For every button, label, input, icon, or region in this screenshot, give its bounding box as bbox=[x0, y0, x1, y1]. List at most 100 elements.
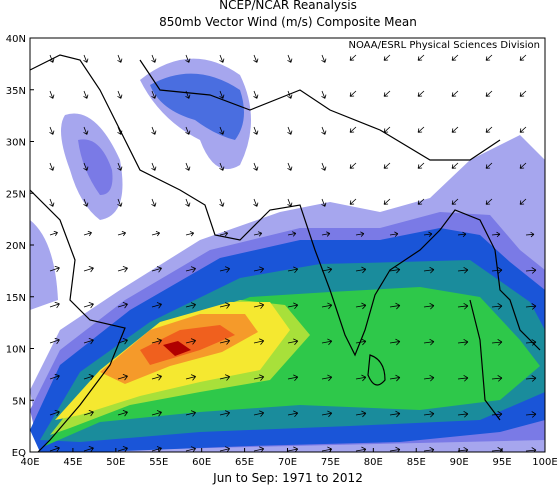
wind-arrow bbox=[451, 54, 459, 61]
lat-label: 10N bbox=[6, 345, 26, 356]
wind-arrow bbox=[287, 231, 297, 237]
wind-arrow bbox=[49, 162, 55, 171]
wind-arrow bbox=[321, 410, 333, 418]
wind-arrow bbox=[253, 266, 265, 273]
wind-arrow bbox=[49, 409, 60, 417]
wind-arrow bbox=[151, 410, 162, 417]
wind-arrow bbox=[321, 54, 327, 63]
wind-arrow bbox=[321, 302, 333, 310]
wind-arrow bbox=[417, 162, 425, 169]
wind-arrow bbox=[151, 90, 157, 99]
wind-arrow bbox=[457, 410, 469, 418]
wind-arrow bbox=[485, 198, 493, 205]
wind-arrow bbox=[383, 198, 391, 205]
wind-arrow bbox=[525, 231, 535, 238]
wind-arrow bbox=[185, 231, 195, 237]
wind-arrow bbox=[355, 374, 367, 382]
wind-arrow bbox=[451, 90, 459, 97]
lat-label: 30N bbox=[6, 138, 26, 149]
wind-arrow bbox=[185, 198, 191, 207]
wind-arrow bbox=[287, 126, 293, 135]
wind-arrow bbox=[525, 303, 537, 310]
wind-arrow bbox=[349, 54, 357, 61]
wind-arrow bbox=[355, 302, 367, 310]
wind-arrow bbox=[519, 90, 527, 97]
wind-arrow bbox=[49, 373, 60, 381]
wind-arrow bbox=[219, 126, 225, 135]
wind-arrow bbox=[117, 162, 123, 171]
wind-arrow bbox=[49, 54, 55, 63]
lat-label: 25N bbox=[6, 189, 26, 200]
wind-arrow bbox=[321, 126, 327, 135]
wind-arrow bbox=[417, 90, 425, 97]
contour-mid bbox=[78, 139, 113, 195]
wind-arrow bbox=[451, 126, 459, 133]
wind-arrow bbox=[253, 410, 265, 417]
wind-arrow bbox=[185, 302, 196, 309]
wind-arrow bbox=[117, 302, 128, 309]
wind-arrow bbox=[151, 374, 162, 381]
wind-arrow bbox=[287, 410, 299, 417]
wind-arrow bbox=[525, 411, 537, 418]
wind-arrow bbox=[83, 409, 94, 417]
wind-arrow bbox=[287, 162, 293, 171]
wind-arrow bbox=[185, 374, 196, 381]
title: NCEP/NCAR Reanalysis bbox=[219, 0, 357, 12]
wind-arrow bbox=[151, 231, 161, 237]
wind-arrow bbox=[117, 90, 123, 99]
wind-arrow bbox=[349, 198, 357, 205]
wind-arrow bbox=[457, 374, 469, 382]
wind-arrow bbox=[355, 410, 367, 418]
wind-arrow bbox=[253, 198, 259, 207]
wind-arrow bbox=[83, 230, 92, 237]
wind-arrow bbox=[457, 231, 467, 238]
wind-arrow bbox=[321, 266, 333, 274]
lat-label: 35N bbox=[6, 86, 26, 97]
lon-label: 90E bbox=[450, 457, 469, 468]
wind-arrow bbox=[185, 410, 196, 417]
wind-arrow bbox=[457, 266, 469, 274]
wind-arrow bbox=[349, 90, 357, 97]
lon-label: 80E bbox=[364, 457, 383, 468]
lon-label: 55E bbox=[149, 457, 168, 468]
wind-arrow bbox=[219, 410, 231, 417]
wind-arrow bbox=[151, 266, 162, 273]
wind-arrow bbox=[151, 302, 162, 309]
wind-arrow bbox=[253, 126, 259, 135]
wind-arrow bbox=[457, 338, 469, 346]
lat-label: 20N bbox=[6, 241, 26, 252]
wind-arrow bbox=[525, 267, 537, 274]
wind-arrow bbox=[117, 374, 128, 381]
wind-arrow bbox=[383, 126, 391, 133]
wind-arrow bbox=[389, 446, 401, 452]
wind-arrow bbox=[185, 54, 191, 63]
wind-arrow bbox=[117, 410, 128, 417]
wind-arrow bbox=[491, 231, 501, 238]
wind-arrow bbox=[185, 266, 196, 273]
wind-arrow bbox=[253, 302, 265, 309]
wind-arrow bbox=[49, 90, 55, 99]
wind-arrow bbox=[423, 410, 435, 418]
wind-arrow bbox=[253, 162, 259, 171]
lon-label: 95E bbox=[493, 457, 512, 468]
wind-arrow bbox=[83, 337, 94, 345]
wind-arrow bbox=[383, 162, 391, 169]
wind-arrow bbox=[253, 231, 263, 237]
wind-arrow bbox=[83, 265, 94, 273]
wind-arrow bbox=[49, 265, 60, 273]
wind-arrow bbox=[117, 230, 126, 237]
wind-arrow bbox=[83, 373, 94, 381]
lon-label: 50E bbox=[106, 457, 125, 468]
wind-arrow bbox=[185, 90, 191, 99]
wind-arrow bbox=[355, 231, 365, 237]
attribution-box bbox=[330, 40, 544, 54]
wind-arrow bbox=[287, 338, 299, 345]
wind-arrow bbox=[321, 198, 327, 207]
wind-arrow bbox=[49, 126, 55, 135]
wind-arrow bbox=[219, 90, 225, 99]
wind-arrow bbox=[185, 338, 196, 345]
wind-arrow bbox=[185, 126, 191, 135]
lon-label: 65E bbox=[235, 457, 254, 468]
wind-arrow bbox=[83, 162, 89, 171]
